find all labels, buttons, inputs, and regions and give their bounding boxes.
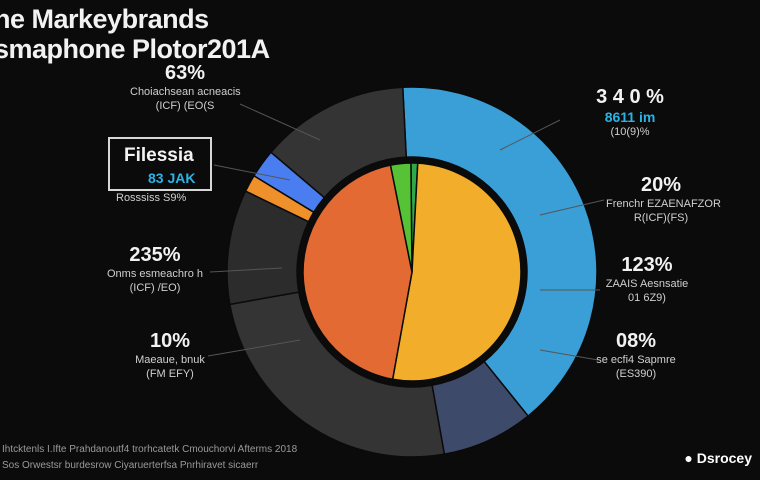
outer-slice-0 — [401, 86, 598, 418]
label-right-1-line2: R(ICF)(FS) — [633, 212, 689, 224]
label-right-3-pct: 08% — [615, 330, 657, 352]
logo-text: Dsrocey — [696, 450, 752, 466]
label-top-right-sub: 8611 im — [604, 109, 656, 125]
inner-slice-2 — [302, 164, 413, 381]
label-mid-left-line1: Onms esmeachro h — [107, 268, 203, 280]
label-right-2-line1: ZAAIS Aesnsatie — [605, 278, 689, 290]
leader-line-4 — [499, 119, 561, 151]
inner-slice-1 — [391, 162, 522, 382]
label-mid-left-line2: (ICF) /EO) — [129, 282, 181, 294]
chart-title-line1: he Markeybrands — [0, 4, 209, 34]
label-right-2-pct: 123% — [621, 254, 673, 276]
label-top-left-pct: 63% — [164, 62, 206, 84]
label-bottom-left-pct: 10% — [149, 330, 191, 352]
label-top-left-line1: Choiachsean acneacis — [130, 86, 241, 98]
label-right-1-pct: 20% — [640, 174, 682, 196]
leader-line-0 — [239, 103, 321, 141]
outer-slice-6 — [269, 86, 408, 199]
leader-line-7 — [539, 349, 599, 361]
chart-title: he Markeybrands smaphone Plotor201A — [0, 4, 270, 64]
highlight-box-value: 83 JAK — [148, 170, 196, 186]
label-top-left: 63% Choiachsean acneacis (ICF) (EO(S — [130, 62, 241, 113]
label-bottom-left-line2: (FM EFY) — [146, 368, 194, 380]
label-right-3-line2: (ES390) — [615, 368, 657, 380]
label-top-left-line2: (ICF) (EO(S — [155, 100, 215, 112]
label-right-1-line1: Frenchr EZAENAFZOR — [606, 198, 721, 210]
label-bottom-left-line1: Maeaue, bnuk — [135, 354, 205, 366]
leader-line-2 — [209, 267, 283, 273]
brand-logo: ● Dsrocey — [684, 450, 752, 466]
highlight-box-sub: Rosssiss S9% — [116, 192, 187, 204]
label-right-3-line1: se ecfi4 Sapmre — [596, 354, 676, 366]
label-right-2: 123% ZAAIS Aesnsatie 01 6Z9) — [592, 254, 702, 305]
footer-line1: Ihtcktenls I.Ifte Prahdanoutf4 trorhcate… — [2, 444, 298, 455]
leader-line-3 — [207, 339, 301, 357]
leader-line-5 — [539, 199, 605, 216]
inner-slice-3 — [389, 162, 413, 273]
highlight-box-title: Filessia — [124, 145, 194, 166]
label-top-right-pct: 3 4 0 % — [596, 86, 664, 108]
leader-line-1 — [213, 164, 291, 181]
label-top-right-line2: (10(9)% — [610, 126, 650, 138]
label-right-1: 20% Frenchr EZAENAFZOR R(ICF)(FS) — [606, 174, 721, 225]
highlight-box: Filessia 83 JAK — [108, 137, 212, 191]
label-top-right: 3 4 0 % 8611 im (10(9)% — [580, 86, 680, 139]
label-right-3: 08% se ecfi4 Sapmre (ES390) — [586, 330, 686, 381]
logo-icon: ● — [684, 450, 693, 466]
label-mid-left: 235% Onms esmeachro h (ICF) /EO) — [100, 244, 210, 295]
chart-title-line2: smaphone Plotor201A — [0, 34, 270, 64]
label-mid-left-pct: 235% — [129, 244, 181, 266]
label-right-2-line2: 01 6Z9) — [628, 292, 666, 304]
footer-line2: Sos Orwestsr burdesrow Ciyaruerterfsa Pn… — [2, 460, 259, 471]
outer-slice-2 — [228, 291, 446, 458]
label-bottom-left: 10% Maeaue, bnuk (FM EFY) — [115, 330, 225, 381]
